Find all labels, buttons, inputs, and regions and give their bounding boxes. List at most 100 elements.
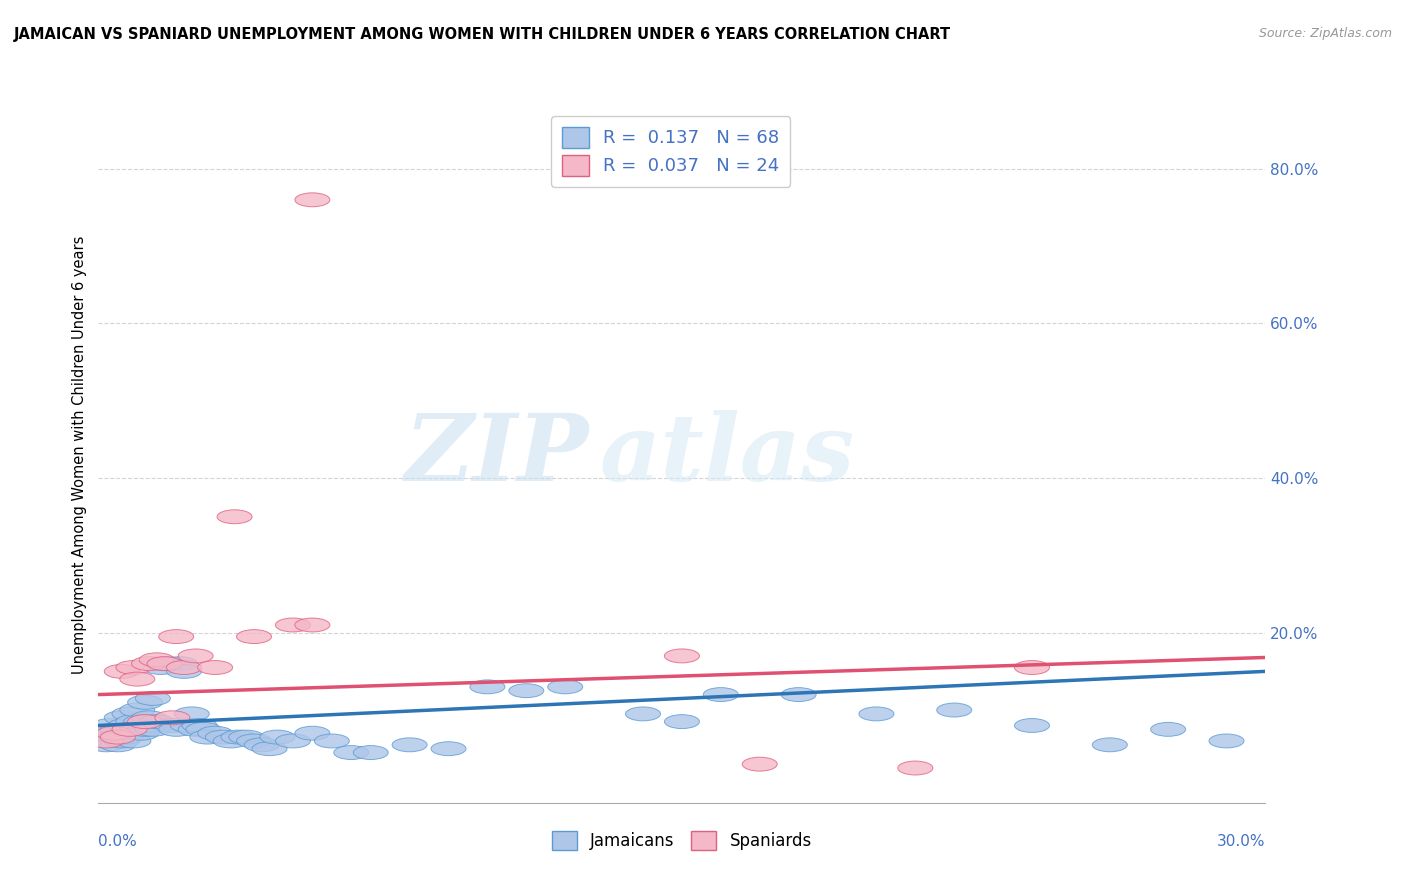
Ellipse shape (150, 657, 186, 671)
Ellipse shape (166, 661, 201, 674)
Ellipse shape (186, 723, 221, 736)
Ellipse shape (100, 731, 135, 744)
Ellipse shape (742, 757, 778, 771)
Ellipse shape (1150, 723, 1185, 736)
Ellipse shape (315, 734, 349, 747)
Ellipse shape (139, 714, 174, 729)
Ellipse shape (548, 680, 582, 694)
Ellipse shape (93, 719, 128, 732)
Ellipse shape (295, 726, 330, 740)
Ellipse shape (132, 711, 166, 724)
Ellipse shape (236, 630, 271, 643)
Ellipse shape (124, 726, 159, 740)
Text: 30.0%: 30.0% (1218, 834, 1265, 849)
Ellipse shape (166, 665, 201, 678)
Ellipse shape (170, 719, 205, 732)
Ellipse shape (229, 731, 264, 744)
Ellipse shape (190, 731, 225, 744)
Ellipse shape (84, 734, 120, 747)
Ellipse shape (236, 734, 271, 747)
Ellipse shape (1209, 734, 1244, 747)
Ellipse shape (1092, 738, 1128, 752)
Text: atlas: atlas (600, 410, 855, 500)
Ellipse shape (108, 719, 143, 732)
Ellipse shape (128, 696, 163, 709)
Y-axis label: Unemployment Among Women with Children Under 6 years: Unemployment Among Women with Children U… (72, 235, 87, 674)
Ellipse shape (104, 665, 139, 678)
Ellipse shape (432, 742, 465, 756)
Ellipse shape (245, 738, 280, 752)
Ellipse shape (665, 714, 699, 729)
Ellipse shape (179, 723, 214, 736)
Ellipse shape (295, 193, 330, 207)
Ellipse shape (509, 684, 544, 698)
Ellipse shape (104, 711, 139, 724)
Ellipse shape (626, 707, 661, 721)
Ellipse shape (898, 761, 932, 775)
Ellipse shape (128, 723, 163, 736)
Ellipse shape (703, 688, 738, 701)
Ellipse shape (115, 714, 150, 729)
Ellipse shape (89, 738, 124, 752)
Ellipse shape (174, 707, 209, 721)
Ellipse shape (148, 657, 181, 671)
Ellipse shape (132, 719, 166, 732)
Ellipse shape (217, 510, 252, 524)
Ellipse shape (276, 618, 311, 632)
Ellipse shape (936, 703, 972, 717)
Ellipse shape (108, 731, 143, 744)
Ellipse shape (100, 723, 135, 736)
Ellipse shape (155, 719, 190, 732)
Ellipse shape (112, 723, 148, 736)
Ellipse shape (120, 673, 155, 686)
Ellipse shape (1015, 719, 1049, 732)
Text: 0.0%: 0.0% (98, 834, 138, 849)
Ellipse shape (221, 731, 256, 744)
Ellipse shape (198, 661, 232, 674)
Ellipse shape (115, 734, 150, 747)
Ellipse shape (665, 649, 699, 663)
Text: JAMAICAN VS SPANIARD UNEMPLOYMENT AMONG WOMEN WITH CHILDREN UNDER 6 YEARS CORREL: JAMAICAN VS SPANIARD UNEMPLOYMENT AMONG … (14, 27, 952, 42)
Ellipse shape (782, 688, 815, 701)
Text: Source: ZipAtlas.com: Source: ZipAtlas.com (1258, 27, 1392, 40)
Ellipse shape (353, 746, 388, 759)
Ellipse shape (159, 723, 194, 736)
Text: ZIP: ZIP (405, 410, 589, 500)
Ellipse shape (276, 734, 311, 747)
Legend: Jamaicans, Spaniards: Jamaicans, Spaniards (546, 824, 818, 857)
Ellipse shape (179, 649, 214, 663)
Ellipse shape (115, 661, 150, 674)
Ellipse shape (333, 746, 368, 759)
Ellipse shape (135, 691, 170, 706)
Ellipse shape (135, 723, 170, 736)
Ellipse shape (392, 738, 427, 752)
Ellipse shape (97, 731, 132, 744)
Ellipse shape (181, 719, 217, 732)
Ellipse shape (93, 726, 128, 740)
Ellipse shape (143, 661, 179, 674)
Ellipse shape (124, 714, 159, 729)
Ellipse shape (100, 738, 135, 752)
Ellipse shape (470, 680, 505, 694)
Ellipse shape (120, 723, 155, 736)
Ellipse shape (163, 657, 198, 671)
Ellipse shape (112, 726, 148, 740)
Ellipse shape (148, 657, 181, 671)
Ellipse shape (155, 711, 190, 724)
Ellipse shape (198, 726, 232, 740)
Ellipse shape (128, 714, 163, 729)
Ellipse shape (159, 630, 194, 643)
Ellipse shape (97, 726, 132, 740)
Ellipse shape (859, 707, 894, 721)
Ellipse shape (139, 653, 174, 666)
Ellipse shape (205, 731, 240, 744)
Ellipse shape (120, 703, 155, 717)
Ellipse shape (214, 734, 249, 747)
Ellipse shape (295, 618, 330, 632)
Ellipse shape (89, 734, 124, 747)
Ellipse shape (132, 657, 166, 671)
Ellipse shape (1015, 661, 1049, 674)
Ellipse shape (252, 742, 287, 756)
Ellipse shape (260, 731, 295, 744)
Ellipse shape (112, 707, 148, 721)
